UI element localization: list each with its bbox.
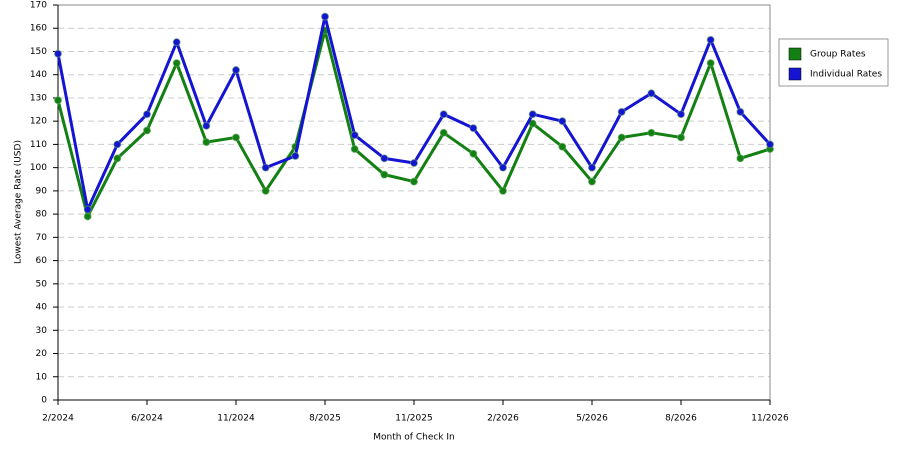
data-point (143, 126, 151, 135)
data-point (647, 128, 656, 137)
x-tick-label: 11/2025 (395, 414, 432, 424)
x-tick-label: 8/2025 (309, 414, 341, 424)
data-point (232, 133, 240, 142)
data-point (54, 49, 62, 58)
data-point (706, 35, 715, 44)
plot-frame (57, 4, 771, 401)
data-point (232, 66, 240, 75)
data-point (558, 117, 567, 126)
series-line (56, 29, 771, 218)
data-point (410, 159, 418, 167)
y-tick-label: 10 (36, 372, 48, 382)
y-tick-label: 170 (30, 1, 47, 11)
data-point (113, 154, 122, 163)
legend-label: Group Rates (810, 50, 866, 60)
x-tick-label: 6/2024 (131, 414, 163, 424)
data-point (469, 124, 478, 133)
data-point (350, 145, 359, 154)
y-tick-label: 90 (36, 186, 48, 196)
data-point (766, 140, 774, 149)
data-point (350, 131, 359, 140)
data-point (321, 12, 329, 21)
y-tick-label: 120 (30, 117, 47, 127)
data-point (706, 59, 715, 68)
y-tick-label: 60 (36, 256, 48, 266)
data-point (588, 163, 596, 172)
data-point (172, 38, 181, 47)
data-point (499, 186, 507, 195)
y-tick-label: 110 (30, 140, 47, 150)
data-point (172, 59, 181, 68)
data-point (588, 177, 596, 186)
data-point (291, 152, 300, 161)
x-tick-label: 2/2024 (42, 414, 74, 424)
data-point (83, 212, 92, 221)
data-point (380, 170, 389, 179)
data-point (439, 128, 448, 137)
y-tick-label: 70 (36, 233, 48, 243)
data-point (202, 121, 211, 130)
y-tick-label: 160 (30, 24, 47, 34)
data-point (83, 205, 92, 214)
data-point (261, 163, 270, 172)
data-point (677, 133, 685, 142)
y-tick-label: 100 (30, 163, 47, 173)
y-tick-label: 130 (30, 93, 47, 103)
y-tick-label: 20 (36, 349, 48, 359)
data-point (647, 89, 656, 98)
x-tick-label: 11/2026 (751, 414, 789, 424)
x-tick-label: 5/2026 (576, 414, 608, 424)
x-tick-label: 11/2024 (217, 414, 255, 424)
data-point (677, 110, 685, 119)
data-point (380, 154, 389, 163)
data-point (54, 96, 62, 105)
data-point (736, 154, 745, 163)
data-point (202, 138, 211, 147)
y-tick-label: 140 (30, 70, 47, 80)
y-tick-label: 40 (36, 303, 48, 313)
data-point (113, 140, 122, 149)
y-tick-label: 150 (30, 47, 47, 57)
y-tick-label: 80 (36, 210, 48, 220)
data-point (736, 107, 745, 116)
data-point (410, 177, 418, 186)
data-point (143, 110, 151, 119)
data-point (617, 107, 626, 116)
y-tick-label: 0 (41, 396, 47, 406)
y-axis-title: Lowest Average Rate (USD) (14, 140, 24, 264)
legend-swatch (788, 47, 802, 61)
data-point (558, 142, 567, 151)
data-point (439, 110, 448, 119)
data-point (469, 149, 478, 158)
legend-label: Individual Rates (810, 70, 882, 80)
data-point (528, 110, 537, 119)
data-point (617, 133, 626, 142)
data-point (261, 186, 270, 195)
data-point (499, 163, 507, 172)
x-tick-label: 8/2026 (665, 414, 697, 424)
x-axis-title: Month of Check In (373, 433, 455, 443)
legend-swatch (788, 67, 802, 81)
y-tick-label: 30 (36, 326, 48, 336)
x-tick-label: 2/2026 (487, 414, 519, 424)
y-tick-label: 50 (36, 279, 48, 289)
